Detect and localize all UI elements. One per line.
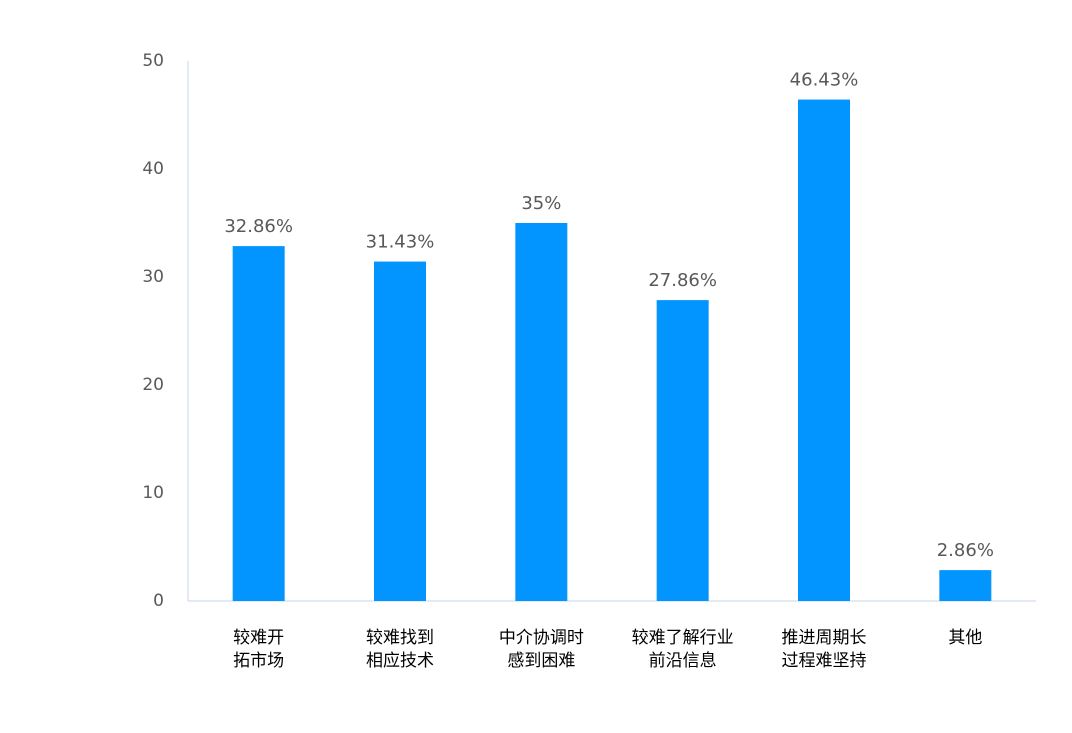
category-labels: 较难开拓市场 较难找到相应技术 中介协调时感到困难 较难了解行业前沿信息 推进周期长过程… <box>233 628 982 671</box>
category-label-line: 过程难坚持 <box>782 651 867 671</box>
category-label-line: 推进周期长 <box>782 628 867 648</box>
category-label-line: 较难了解行业 <box>632 628 734 648</box>
category-label-line: 拓市场 <box>233 651 284 671</box>
y-tick-label-0: 0 <box>153 591 164 611</box>
category-label-line: 较难找到 <box>366 628 434 648</box>
category-label-line: 相应技术 <box>366 651 434 671</box>
data-label-3: 35% <box>521 193 561 214</box>
category-label-1: 较难开拓市场 <box>233 628 284 671</box>
bar-1 <box>232 246 285 601</box>
category-label-6: 其他 <box>948 628 982 648</box>
data-labels: 32.86% 31.43% 35% 27.86% 46.43% 2.86% <box>224 70 994 562</box>
category-label-2: 较难找到相应技术 <box>366 628 434 671</box>
data-label-1: 32.86% <box>224 216 293 237</box>
axes <box>187 61 1036 602</box>
bar-3 <box>515 223 568 601</box>
bars <box>232 99 992 601</box>
category-label-line: 中介协调时 <box>499 628 584 648</box>
category-label-3: 中介协调时感到困难 <box>499 628 584 671</box>
bar-2 <box>374 261 426 601</box>
y-tick-label-10: 10 <box>142 483 164 503</box>
bar-4 <box>656 300 709 601</box>
y-tick-label-40: 40 <box>142 159 164 179</box>
category-label-line: 感到困难 <box>507 651 575 671</box>
data-label-4: 27.86% <box>648 270 717 291</box>
data-label-5: 46.43% <box>790 70 859 91</box>
category-label-line: 其他 <box>948 628 982 648</box>
category-label-5: 推进周期长过程难坚持 <box>782 628 867 671</box>
category-label-4: 较难了解行业前沿信息 <box>632 628 734 671</box>
bar-5 <box>798 99 850 601</box>
data-label-6: 2.86% <box>937 540 994 561</box>
bar-6 <box>939 570 992 601</box>
y-tick-label-50: 50 <box>142 51 164 71</box>
y-tick-label-30: 30 <box>142 267 164 287</box>
y-tick-label-20: 20 <box>142 375 164 395</box>
data-label-2: 31.43% <box>366 232 435 253</box>
category-label-line: 较难开 <box>233 628 284 648</box>
category-label-line: 前沿信息 <box>649 651 717 671</box>
y-axis-ticks: 0 10 20 30 40 50 <box>142 51 164 611</box>
